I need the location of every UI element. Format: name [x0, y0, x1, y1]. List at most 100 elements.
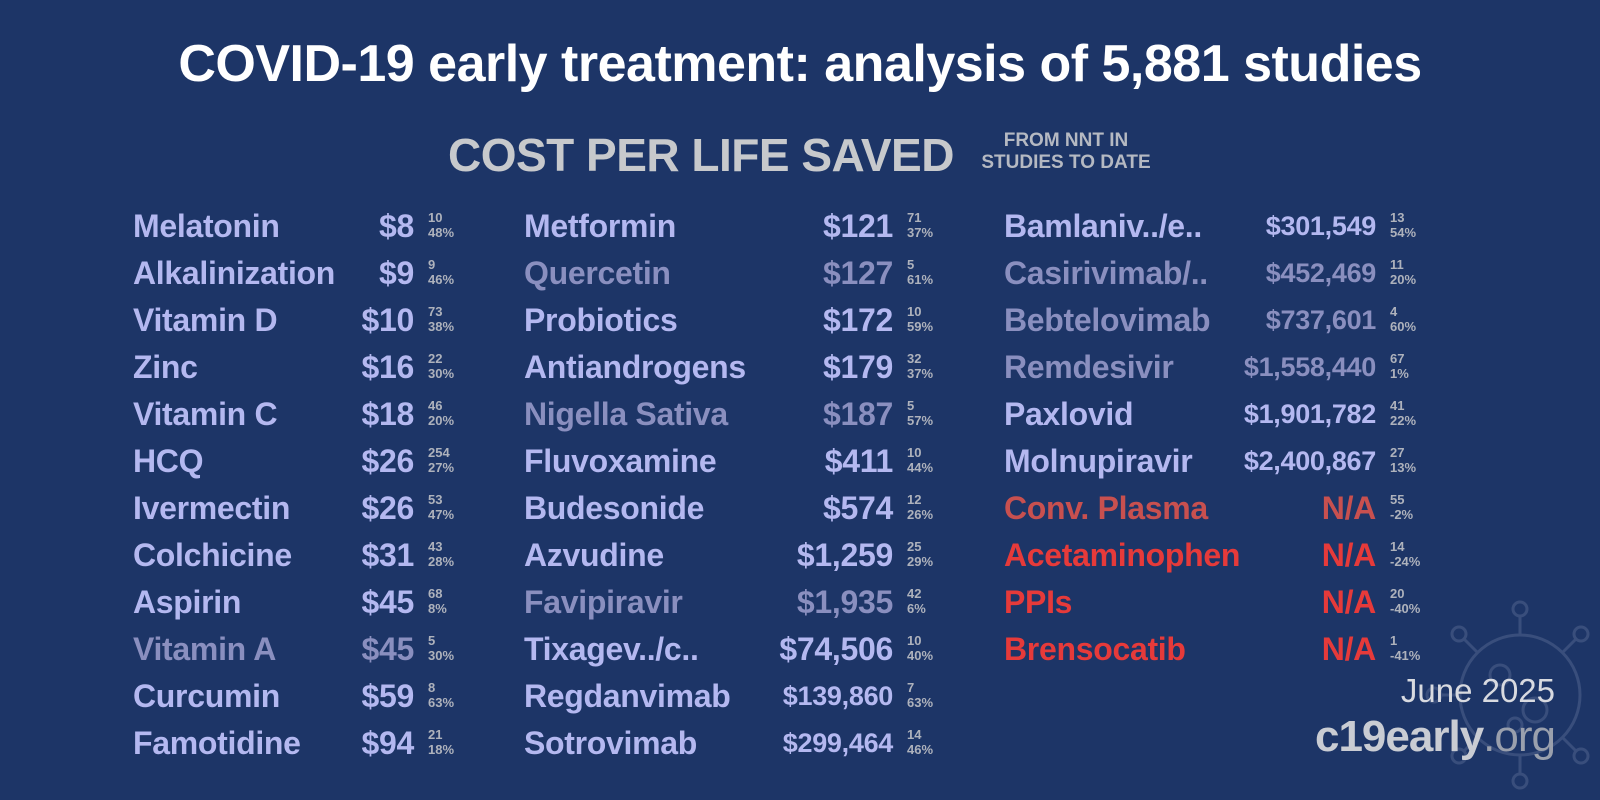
- cost-per-life: N/A: [1321, 631, 1377, 667]
- study-meta: 42 6%: [907, 586, 926, 616]
- study-meta: 53 47%: [428, 492, 454, 522]
- study-meta: 71 37%: [907, 210, 933, 240]
- treatment-name: Colchicine: [133, 537, 292, 573]
- treatment-name: Nigella Sativa: [524, 396, 728, 432]
- cost-per-life: $411: [824, 443, 894, 479]
- improvement-percent: 63%: [428, 695, 455, 710]
- study-meta: 14 -24%: [1390, 539, 1420, 569]
- subtitle-note-line-1: FROM NNT IN: [1003, 130, 1129, 151]
- subtitle-note-line-2: STUDIES TO DATE: [981, 152, 1151, 173]
- study-count: 27: [1390, 445, 1405, 460]
- cost-per-life: $1,935: [796, 584, 893, 620]
- improvement-percent: 54%: [1390, 225, 1417, 240]
- study-count: 67: [1390, 351, 1405, 366]
- study-count: 8: [428, 680, 436, 695]
- cost-per-life: $8: [379, 208, 414, 244]
- study-meta: 5 57%: [907, 398, 933, 428]
- study-meta: 73 38%: [428, 304, 454, 334]
- treatment-name: Antiandrogens: [524, 349, 746, 385]
- cost-per-life: $1,558,440: [1243, 352, 1376, 382]
- treatment-name: Alkalinization: [133, 255, 336, 291]
- treatment-name: Sotrovimab: [524, 725, 698, 761]
- treatment-name: Famotidine: [133, 725, 301, 761]
- study-meta: 41 22%: [1390, 398, 1416, 428]
- improvement-percent: 38%: [428, 319, 455, 334]
- improvement-percent: 29%: [907, 554, 934, 569]
- improvement-percent: 20%: [1390, 272, 1417, 287]
- improvement-percent: 20%: [428, 413, 455, 428]
- improvement-percent: 30%: [428, 366, 455, 381]
- study-meta: 22 30%: [428, 351, 454, 381]
- improvement-percent: 46%: [907, 742, 934, 757]
- study-count: 20: [1390, 586, 1405, 601]
- study-meta: 5 30%: [428, 633, 454, 663]
- cost-per-life: N/A: [1321, 490, 1377, 526]
- cost-per-life: $187: [823, 396, 893, 432]
- improvement-percent: 63%: [907, 695, 934, 710]
- subtitle: COST PER LIFE SAVED: [448, 129, 954, 181]
- treatment-name: Paxlovid: [1004, 396, 1134, 432]
- improvement-percent: 28%: [428, 554, 455, 569]
- improvement-percent: 46%: [428, 272, 455, 287]
- study-count: 73: [428, 304, 443, 319]
- cost-per-life: $127: [823, 255, 893, 291]
- treatment-name: Remdesivir: [1004, 349, 1174, 385]
- treatment-name: Aspirin: [133, 584, 242, 620]
- cost-per-life: $94: [361, 725, 415, 761]
- study-count: 46: [428, 398, 443, 413]
- treatment-name: Probiotics: [524, 302, 678, 338]
- cost-per-life: $301,549: [1265, 211, 1377, 241]
- treatment-name: Vitamin C: [133, 396, 278, 432]
- cost-per-life: N/A: [1321, 584, 1377, 620]
- cost-per-life: $26: [361, 443, 415, 479]
- treatment-name: Casirivimab/..: [1004, 255, 1208, 291]
- cost-per-life: $74,506: [779, 631, 893, 667]
- study-count: 10: [428, 210, 443, 225]
- treatment-name: HCQ: [133, 443, 204, 479]
- improvement-percent: 37%: [907, 225, 934, 240]
- cost-per-life: $26: [361, 490, 415, 526]
- improvement-percent: -2%: [1390, 507, 1414, 522]
- cost-per-life: $1,259: [796, 537, 893, 573]
- treatment-name: Favipiravir: [524, 584, 683, 620]
- study-count: 10: [907, 633, 922, 648]
- study-meta: 68 8%: [428, 586, 447, 616]
- study-count: 11: [1390, 257, 1404, 272]
- cost-per-life: $9: [379, 255, 414, 291]
- treatment-name: Metformin: [524, 208, 676, 244]
- study-meta: 10 44%: [907, 445, 933, 475]
- improvement-percent: 6%: [907, 601, 926, 616]
- study-count: 71: [907, 210, 922, 225]
- treatment-name: Bamlaniv../e..: [1004, 208, 1202, 244]
- date-label: June 2025: [1400, 672, 1555, 709]
- improvement-percent: -24%: [1390, 554, 1421, 569]
- treatment-name: PPIs: [1004, 584, 1073, 620]
- treatment-name: Quercetin: [524, 255, 671, 291]
- study-count: 9: [428, 257, 436, 272]
- cost-per-life: $172: [823, 302, 893, 338]
- study-meta: 5 61%: [907, 257, 933, 287]
- study-meta: 10 48%: [428, 210, 454, 240]
- treatment-name: Brensocatib: [1004, 631, 1186, 667]
- study-meta: 25 29%: [907, 539, 933, 569]
- study-count: 41: [1390, 398, 1405, 413]
- study-count: 5: [907, 398, 915, 413]
- subtitle-area: COST PER LIFE SAVED FROM NNT IN STUDIES …: [0, 124, 1600, 184]
- cost-per-life: $2,400,867: [1243, 446, 1376, 476]
- study-meta: 11 20%: [1390, 257, 1416, 287]
- treatment-name: Ivermectin: [133, 490, 291, 526]
- cost-per-life: $45: [361, 631, 415, 667]
- improvement-percent: 59%: [907, 319, 934, 334]
- study-meta: 254 27%: [428, 445, 454, 475]
- treatment-name: Bebtelovimab: [1004, 302, 1211, 338]
- study-meta: 27 13%: [1390, 445, 1416, 475]
- study-meta: 46 20%: [428, 398, 454, 428]
- study-meta: 55 -2%: [1390, 492, 1413, 522]
- cost-per-life: $18: [361, 396, 415, 432]
- study-meta: 8 63%: [428, 680, 454, 710]
- study-count: 68: [428, 586, 443, 601]
- study-count: 10: [907, 445, 922, 460]
- improvement-percent: 13%: [1390, 460, 1417, 475]
- treatment-name: Conv. Plasma: [1004, 490, 1208, 526]
- cost-per-life: $139,860: [782, 681, 894, 711]
